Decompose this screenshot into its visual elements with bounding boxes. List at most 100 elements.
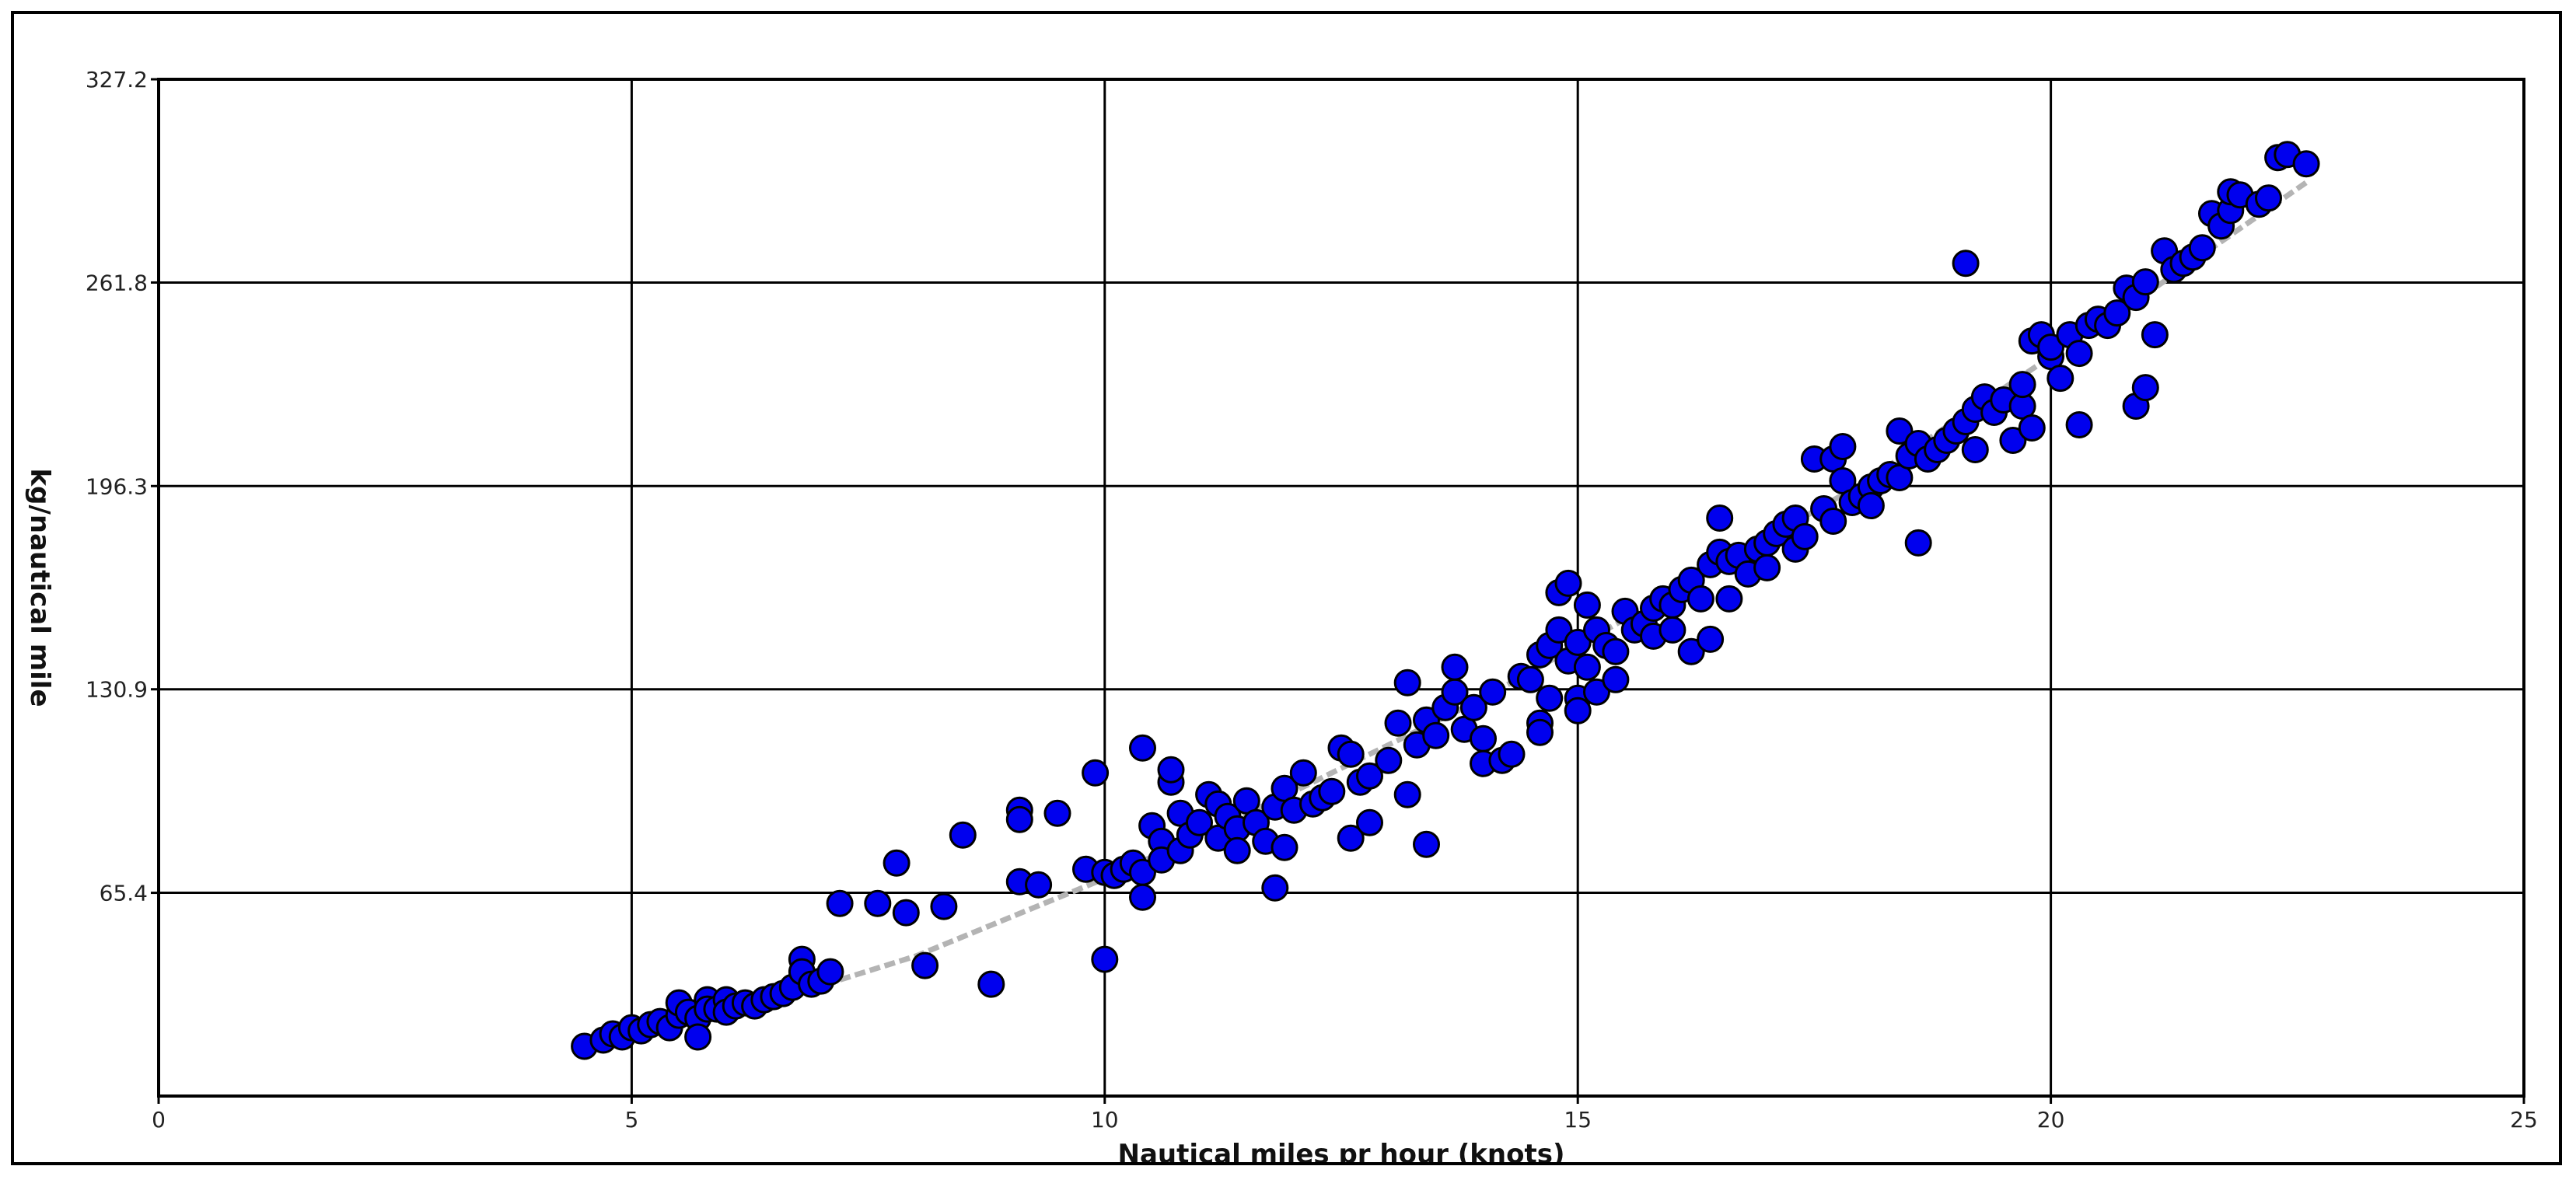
data-point bbox=[1441, 653, 1469, 681]
data-point bbox=[1573, 591, 1601, 619]
y-tick-label: 65.4 bbox=[100, 881, 148, 906]
data-point bbox=[1129, 883, 1156, 911]
data-point bbox=[2037, 333, 2065, 361]
data-point bbox=[1082, 759, 1110, 787]
data-point bbox=[816, 958, 844, 986]
data-point bbox=[1479, 678, 1507, 706]
data-point bbox=[1393, 669, 1421, 696]
data-point bbox=[1337, 740, 1365, 768]
data-point bbox=[2255, 184, 2282, 212]
data-point bbox=[1677, 637, 1705, 665]
chart-frame: 0 5 10 15 20 25 65.4 130.9 196.3 261.8 327.2 Naut… bbox=[11, 11, 2562, 1165]
data-point bbox=[1223, 836, 1251, 864]
data-point bbox=[1375, 746, 1403, 774]
data-point bbox=[1413, 830, 1440, 858]
data-point bbox=[1564, 628, 1592, 656]
data-point bbox=[1602, 665, 1630, 693]
data-point bbox=[1904, 529, 1932, 557]
data-point bbox=[1516, 665, 1544, 693]
x-tick-label: 5 bbox=[624, 1107, 638, 1133]
data-point bbox=[1564, 696, 1592, 724]
data-point bbox=[1422, 721, 1450, 749]
data-point bbox=[892, 899, 920, 927]
data-point bbox=[2188, 234, 2216, 262]
data-point bbox=[1498, 740, 1526, 768]
data-point bbox=[911, 951, 939, 979]
data-point bbox=[2046, 365, 2074, 393]
data-point bbox=[1602, 637, 1630, 665]
data-point bbox=[1459, 693, 1487, 721]
data-point bbox=[1791, 522, 1819, 550]
data-point bbox=[1129, 734, 1156, 762]
data-point bbox=[2131, 374, 2159, 402]
data-point bbox=[1025, 871, 1053, 899]
data-point bbox=[1829, 433, 1857, 460]
data-point bbox=[949, 821, 977, 849]
data-point bbox=[2065, 340, 2093, 368]
data-point bbox=[1554, 569, 1582, 597]
data-point bbox=[1999, 427, 2027, 454]
data-point bbox=[1091, 945, 1119, 973]
y-tick-label: 327.2 bbox=[86, 67, 148, 93]
data-point bbox=[1961, 436, 1989, 463]
data-point bbox=[2141, 321, 2169, 349]
data-point bbox=[1526, 718, 1554, 746]
data-point bbox=[2292, 150, 2320, 178]
data-point bbox=[864, 889, 892, 917]
data-point bbox=[2018, 414, 2046, 442]
data-point bbox=[826, 889, 854, 917]
x-tick-label: 10 bbox=[1091, 1107, 1119, 1133]
data-point bbox=[1470, 724, 1497, 752]
x-axis-ticks: 0 5 10 15 20 25 bbox=[152, 1096, 2538, 1133]
data-point bbox=[1271, 833, 1298, 861]
y-axis-label: kg/nautical mile bbox=[24, 468, 55, 707]
data-point bbox=[1393, 780, 1421, 808]
data-point bbox=[1573, 653, 1601, 681]
data-point bbox=[1686, 585, 1714, 613]
data-point bbox=[1819, 508, 1847, 535]
data-point bbox=[1157, 756, 1185, 784]
data-point bbox=[930, 892, 958, 920]
x-tick-label: 20 bbox=[2037, 1107, 2065, 1133]
data-point bbox=[1289, 759, 1317, 787]
data-point bbox=[1043, 799, 1071, 827]
data-point bbox=[2103, 299, 2131, 327]
data-point bbox=[2065, 411, 2093, 438]
data-point bbox=[1186, 808, 1213, 836]
data-point bbox=[1715, 585, 1743, 613]
x-axis-label: Nautical miles pr hour (knots) bbox=[1117, 1139, 1564, 1162]
data-points bbox=[571, 141, 2320, 1060]
data-point bbox=[1753, 553, 1781, 581]
x-tick-label: 25 bbox=[2510, 1107, 2538, 1133]
data-point bbox=[1536, 684, 1564, 712]
y-axis-ticks: 65.4 130.9 196.3 261.8 327.2 bbox=[86, 67, 159, 906]
data-point bbox=[1356, 762, 1383, 790]
data-point bbox=[1658, 616, 1686, 644]
y-tick-label: 196.3 bbox=[86, 473, 148, 499]
data-point bbox=[684, 1023, 712, 1051]
data-point bbox=[1697, 625, 1725, 653]
data-point bbox=[1583, 678, 1610, 706]
data-point bbox=[2131, 268, 2159, 296]
data-point bbox=[1318, 777, 1346, 805]
data-point bbox=[1857, 492, 1885, 519]
plot-area bbox=[157, 78, 2525, 1098]
data-point bbox=[1545, 616, 1573, 644]
data-point bbox=[1886, 417, 1914, 445]
data-point bbox=[1706, 504, 1734, 532]
x-tick-label: 15 bbox=[1564, 1107, 1592, 1133]
data-point bbox=[977, 970, 1005, 998]
data-point bbox=[883, 849, 911, 877]
data-point bbox=[1952, 250, 1980, 278]
y-tick-label: 261.8 bbox=[86, 270, 148, 295]
data-point bbox=[1005, 805, 1033, 833]
data-point bbox=[1261, 874, 1289, 902]
x-tick-label: 0 bbox=[152, 1107, 166, 1133]
data-point bbox=[1384, 709, 1412, 737]
data-point bbox=[1356, 808, 1383, 836]
data-point bbox=[2008, 371, 2036, 399]
grid bbox=[159, 79, 2524, 1096]
data-point bbox=[1337, 824, 1365, 852]
scatter-chart: 0 5 10 15 20 25 65.4 130.9 196.3 261.8 327.2 Naut… bbox=[24, 67, 2538, 1162]
y-tick-label: 130.9 bbox=[86, 677, 148, 703]
